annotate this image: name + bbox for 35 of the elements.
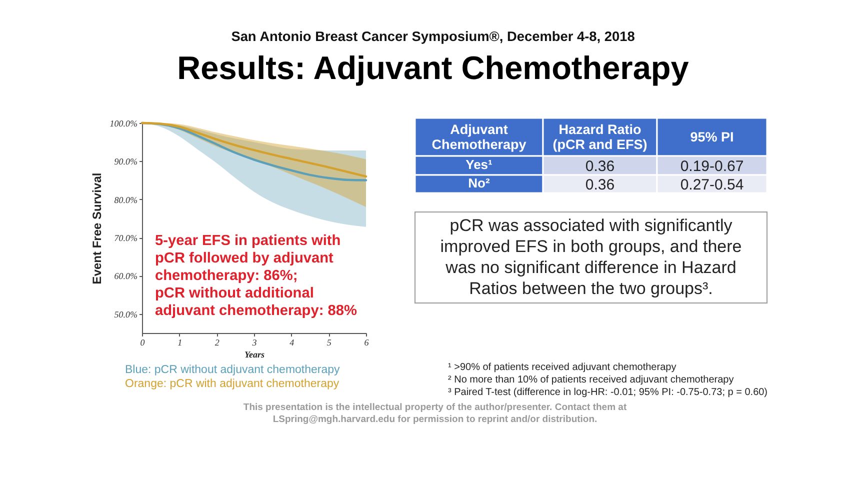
x-tick-label: 6 [364,338,370,348]
text: No² [468,176,490,190]
text: Results: Adjuvant Chemotherapy [177,50,689,86]
text: San Antonio Breast Cancer Symposium®, December 4-8, 2018 [231,29,636,44]
y-tick-label: 100.0% [110,118,138,128]
y-tick-label: 90.0% [114,156,138,167]
text: ¹ >90% of patients received adjuvant chemotherapy [448,362,676,373]
text: Yes¹ [466,157,492,172]
x-tick-label: 1 [178,338,182,348]
y-tick-label: 80.0% [114,194,138,205]
text: 0.36 [585,158,615,175]
x-tick-label: 3 [251,338,258,348]
y-axis-title: Event Free Survival [90,172,104,284]
text: 95% PI [690,130,734,144]
y-tick-label: 50.0% [114,309,138,320]
annotation: 5-year EFS in patients with pCR followed by adjuvant chemotherapy: 86%; [155,233,341,284]
text: Blue: pCR without adjuvant chemotherapy [125,364,340,376]
text: pCR was associated with significantly improved EFS in both groups, and there was no significant difference in Hazard Ratios between the two groups³. [440,216,742,298]
annotation: pCR without additional adjuvant chemotherapy: 88% [155,286,357,319]
x-tick-label: 4 [290,338,295,348]
text: ³ Paired T-test (difference in log-HR: -0.01; 95% PI: -0.75-0.73; p = 0.60) [448,387,768,398]
text: Adjuvant Chemotherapy [432,122,527,152]
text: This presentation is the intellectual property of the author/presenter. Contact them at LSpring@mgh.harvard.edu for permission to reprint and/or distribution. [243,402,628,425]
x-tick-label: 2 [214,338,220,348]
text: Hazard Ratio (pCR and EFS) [552,122,648,152]
y-tick-label: 70.0% [114,233,138,244]
x-axis-title: Years [244,350,265,360]
text: 0.27-0.54 [680,176,744,194]
text: 0.36 [585,176,615,194]
text: ² No more than 10% of patients received adjuvant chemotherapy [448,374,734,386]
x-tick-label: 0 [140,338,146,348]
text: Orange: pCR with adjuvant chemotherapy [125,378,340,390]
x-tick-label: 5 [326,338,332,348]
y-tick-label: 60.0% [114,271,138,282]
text: 0.19-0.67 [680,158,744,175]
